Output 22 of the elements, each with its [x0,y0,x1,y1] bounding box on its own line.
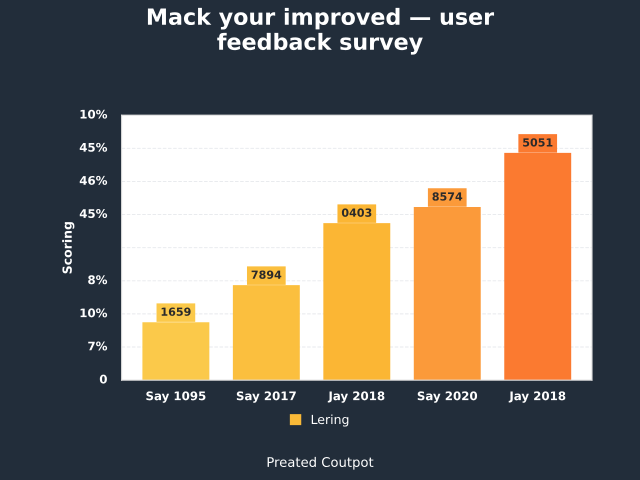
text: 8% [88,275,108,284]
text: 10% [80,110,108,119]
text: 0 [100,374,107,384]
x-tick-label: Jay 2018 [328,391,384,403]
x-tick-label: Jay 2018 [508,391,566,403]
x-axis-title: Preated Coutpot [268,456,374,470]
annotation: 1659 [162,308,191,316]
y-axis-title: Scoring [62,222,74,274]
annotation: 8574 [432,192,462,201]
chart-title: Mack your improved — user feedback survey [148,8,494,55]
x-tick-label: Say 2017 [236,391,296,403]
text: 45% [80,142,108,152]
x-tick-label: Say 2020 [418,391,478,403]
annotation: 7894 [252,270,282,279]
legend-label: Lering [312,414,348,427]
annotation: 0403 [342,208,372,217]
annotation: 5051 [523,138,552,147]
text: 45% [80,209,108,218]
text: 46% [80,176,108,185]
text: 7% [88,342,108,350]
text: 10% [80,308,108,318]
x-tick-label: Say 1095 [146,391,206,403]
